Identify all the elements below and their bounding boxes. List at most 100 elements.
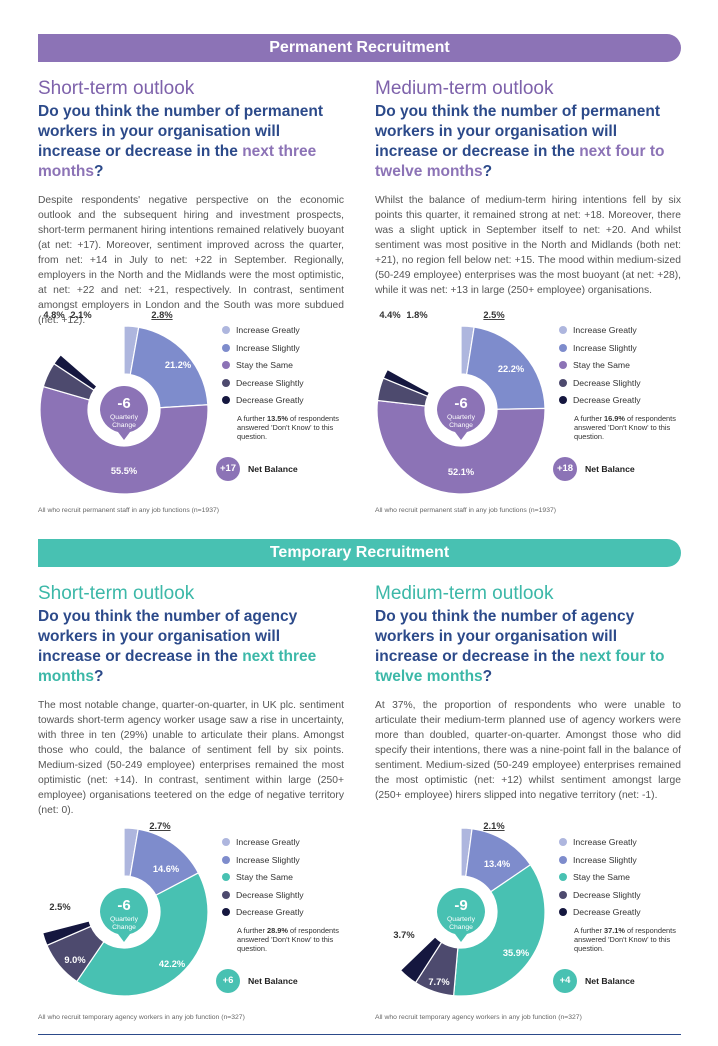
legend-label: Increase Greatly bbox=[236, 837, 300, 847]
legend-swatch bbox=[222, 873, 230, 881]
temp-short-section: Short-term outlook Do you think the numb… bbox=[38, 583, 344, 818]
data-label: 21.2% bbox=[165, 360, 192, 370]
data-label: 9.0% bbox=[64, 955, 86, 965]
quarterly-change-label: Change bbox=[449, 924, 473, 931]
legend-label: Increase Greatly bbox=[573, 325, 637, 335]
legend-swatch bbox=[559, 361, 567, 369]
net-balance: +4 Net Balance bbox=[553, 969, 635, 993]
quarterly-change-label: Quarterly bbox=[110, 916, 139, 923]
question: Do you think the number of permanent wor… bbox=[38, 103, 324, 180]
legend-label: Stay the Same bbox=[573, 360, 630, 370]
legend-item: Stay the Same bbox=[222, 872, 293, 882]
legend-item: Stay the Same bbox=[222, 360, 293, 370]
quarterly-change-label: Quarterly bbox=[447, 916, 476, 923]
legend-item: Decrease Greatly bbox=[222, 907, 304, 917]
data-label: 2.8% bbox=[151, 310, 173, 320]
question: Do you think the number of permanent wor… bbox=[375, 103, 665, 180]
quarterly-change-label: Quarterly bbox=[447, 414, 476, 421]
legend-label: Decrease Slightly bbox=[573, 889, 641, 900]
section-heading: Short-term outlook bbox=[38, 583, 195, 604]
quarterly-change-marker bbox=[100, 386, 148, 440]
data-label: 42.2% bbox=[159, 959, 186, 969]
data-label: 2.5% bbox=[483, 310, 505, 320]
question: Do you think the number of agency worker… bbox=[38, 608, 317, 685]
decrease-greatly-slice bbox=[53, 354, 98, 391]
legend-swatch bbox=[222, 908, 230, 916]
perm-medium-section: Medium-term outlook Do you think the num… bbox=[375, 78, 681, 298]
quarterly-change-value: -6 bbox=[454, 395, 467, 412]
legend-label: Increase Slightly bbox=[236, 854, 300, 865]
increase-slightly-slice bbox=[465, 326, 546, 410]
legend-swatch bbox=[222, 890, 230, 899]
legend-label: Decrease Greatly bbox=[573, 395, 641, 405]
body-text: At 37%, the proportion of respondents wh… bbox=[375, 700, 681, 801]
permanent-recruitment-banner: Permanent Recruitment bbox=[38, 34, 681, 62]
data-label: 2.1% bbox=[483, 821, 505, 831]
data-label: 2.5% bbox=[49, 902, 71, 912]
legend-item: Decrease Slightly bbox=[559, 890, 641, 900]
data-label: 2.7% bbox=[149, 821, 171, 831]
section-heading: Short-term outlook bbox=[38, 78, 195, 99]
legend-label: Decrease Greatly bbox=[573, 907, 641, 917]
data-label: 35.9% bbox=[503, 948, 530, 958]
stay-same-slice bbox=[452, 863, 546, 997]
net-balance-value: +17 bbox=[216, 457, 240, 481]
legend-swatch bbox=[559, 838, 567, 846]
quarterly-change-label: Change bbox=[112, 422, 136, 429]
net-balance-label: Net Balance bbox=[248, 976, 298, 986]
increase-slightly-slice bbox=[129, 326, 209, 409]
net-balance: +17 Net Balance bbox=[216, 457, 298, 481]
legend-label: Increase Slightly bbox=[236, 342, 300, 353]
question: Do you think the number of agency worker… bbox=[375, 608, 665, 685]
footer-rule bbox=[38, 1034, 681, 1035]
data-label: 22.2% bbox=[498, 364, 525, 374]
legend-item: Increase Slightly bbox=[222, 855, 300, 865]
temp-medium-section: Medium-term outlook Do you think the num… bbox=[375, 583, 681, 803]
dont-know-note: A further 13.5% of respondents answered … bbox=[237, 414, 339, 441]
quarterly-change-marker bbox=[437, 888, 485, 942]
net-balance-value: +4 bbox=[553, 969, 577, 993]
base-note: All who recruit permanent staff in any j… bbox=[38, 507, 220, 514]
net-balance-value: +18 bbox=[553, 457, 577, 481]
legend-label: Decrease Slightly bbox=[236, 377, 304, 388]
legend-swatch bbox=[222, 838, 230, 846]
legend-label: Stay the Same bbox=[236, 360, 293, 370]
quarterly-change-value: -6 bbox=[117, 395, 130, 412]
legend-item: Stay the Same bbox=[559, 360, 630, 370]
legend-item: Decrease Slightly bbox=[222, 890, 304, 900]
legend-item: Decrease Greatly bbox=[222, 395, 304, 405]
legend-swatch bbox=[559, 855, 567, 864]
legend-label: Increase Slightly bbox=[573, 854, 637, 865]
legend-swatch bbox=[559, 343, 567, 352]
legend-label: Increase Greatly bbox=[236, 325, 300, 335]
legend-item: Increase Greatly bbox=[222, 325, 300, 335]
section-heading: Medium-term outlook bbox=[375, 583, 554, 604]
base-note: All who recruit permanent staff in any j… bbox=[375, 507, 557, 514]
decrease-greatly-slice bbox=[41, 920, 92, 947]
net-balance-label: Net Balance bbox=[585, 976, 635, 986]
perm-short-section: Short-term outlook Do you think the numb… bbox=[38, 78, 344, 328]
legend-label: Increase Slightly bbox=[573, 342, 637, 353]
legend-swatch bbox=[559, 890, 567, 899]
dont-know-note: A further 28.9% of respondents answered … bbox=[237, 926, 339, 953]
decrease-greatly-slice bbox=[382, 368, 431, 398]
legend-item: Decrease Greatly bbox=[559, 907, 641, 917]
quarterly-change-label: Quarterly bbox=[110, 414, 139, 421]
legend-item: Increase Slightly bbox=[222, 343, 300, 353]
legend-label: Decrease Greatly bbox=[236, 907, 304, 917]
quarterly-change-label: Change bbox=[112, 924, 136, 931]
section-heading: Medium-term outlook bbox=[375, 78, 554, 99]
quarterly-change-label: Change bbox=[449, 422, 473, 429]
legend-swatch bbox=[222, 378, 230, 387]
base-note: All who recruit temporary agency workers… bbox=[38, 1014, 245, 1021]
stay-same-slice bbox=[39, 385, 209, 495]
data-label: 3.7% bbox=[393, 930, 415, 940]
data-label: 4.8% bbox=[43, 310, 65, 320]
legend-label: Decrease Greatly bbox=[236, 395, 304, 405]
net-balance-value: +6 bbox=[216, 969, 240, 993]
quarterly-change-value: -9 bbox=[454, 897, 467, 914]
